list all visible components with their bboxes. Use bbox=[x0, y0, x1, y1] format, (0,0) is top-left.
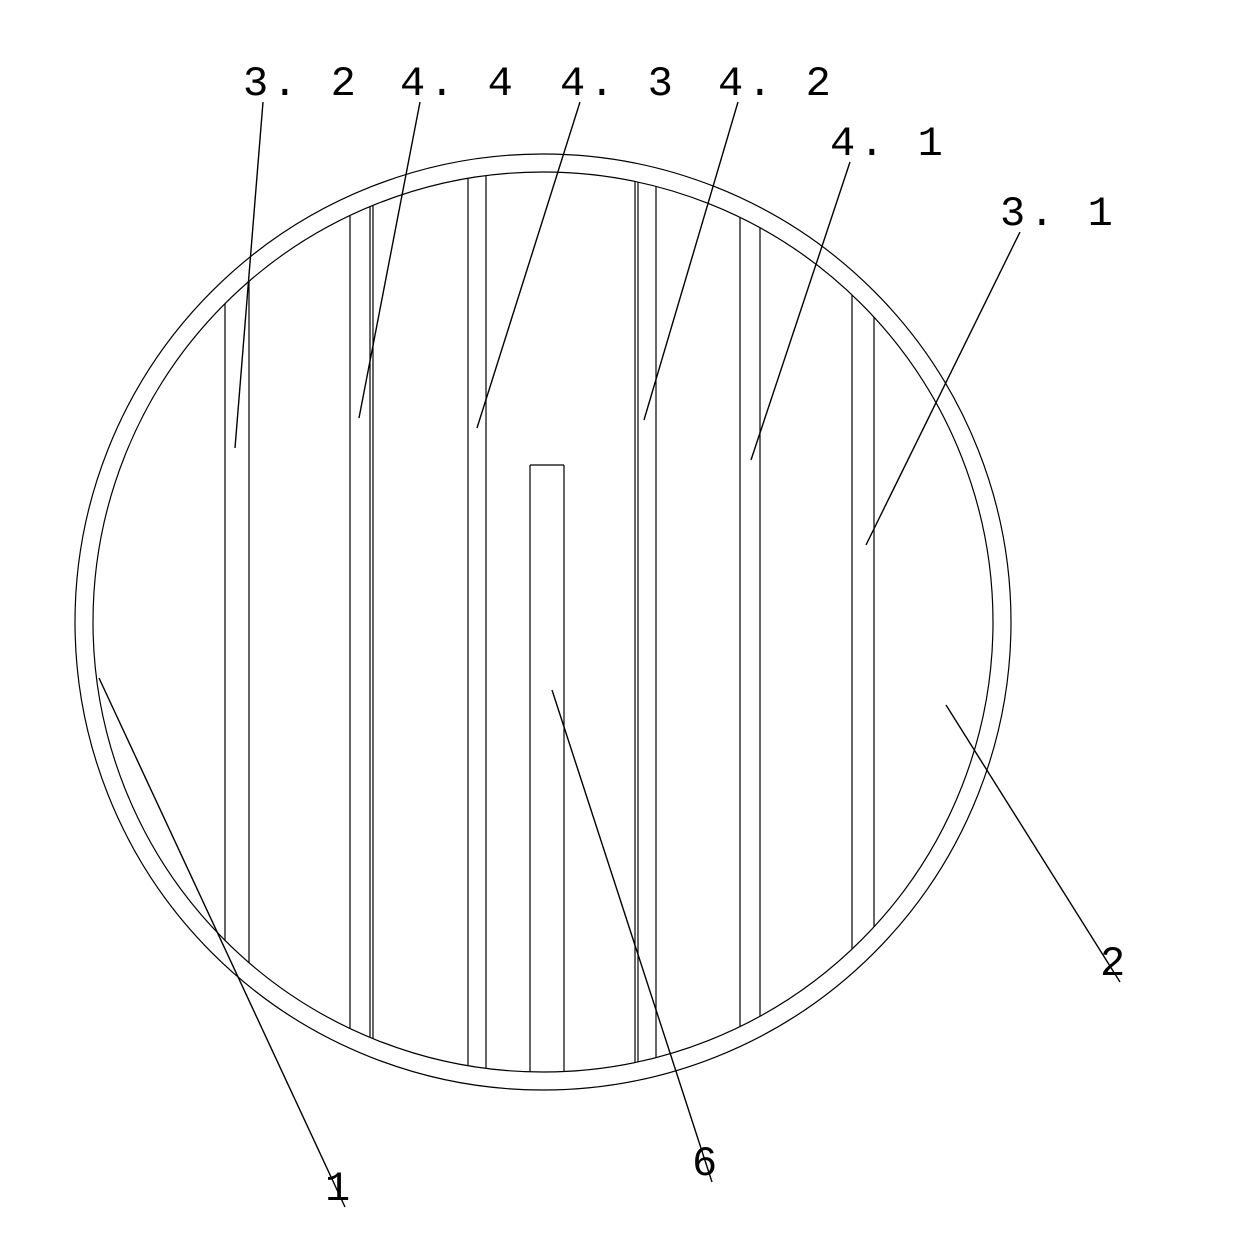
leader-6 bbox=[552, 690, 712, 1182]
leader-lines bbox=[99, 102, 1120, 1207]
leader-2 bbox=[946, 705, 1120, 982]
label-3.1: 3. 1 bbox=[1000, 190, 1117, 238]
leader-1 bbox=[99, 678, 345, 1207]
outer-circle bbox=[75, 154, 1011, 1090]
label-4.2: 4. 2 bbox=[718, 60, 835, 108]
leader-4.1 bbox=[751, 162, 850, 460]
leader-4.3 bbox=[477, 102, 580, 428]
label-2: 2 bbox=[1100, 940, 1129, 988]
inner-structure bbox=[225, 162, 874, 1082]
inner-circle bbox=[93, 172, 993, 1072]
technical-diagram bbox=[0, 0, 1240, 1251]
label-1: 1 bbox=[325, 1165, 354, 1213]
leader-3.1 bbox=[866, 232, 1020, 545]
circle-ring bbox=[75, 154, 1011, 1090]
label-4.3: 4. 3 bbox=[560, 60, 677, 108]
leader-4.2 bbox=[644, 102, 738, 420]
label-6: 6 bbox=[692, 1140, 721, 1188]
label-4.1: 4. 1 bbox=[830, 120, 947, 168]
label-3.2: 3. 2 bbox=[243, 60, 360, 108]
label-4.4: 4. 4 bbox=[400, 60, 517, 108]
leader-4.4 bbox=[359, 102, 420, 418]
